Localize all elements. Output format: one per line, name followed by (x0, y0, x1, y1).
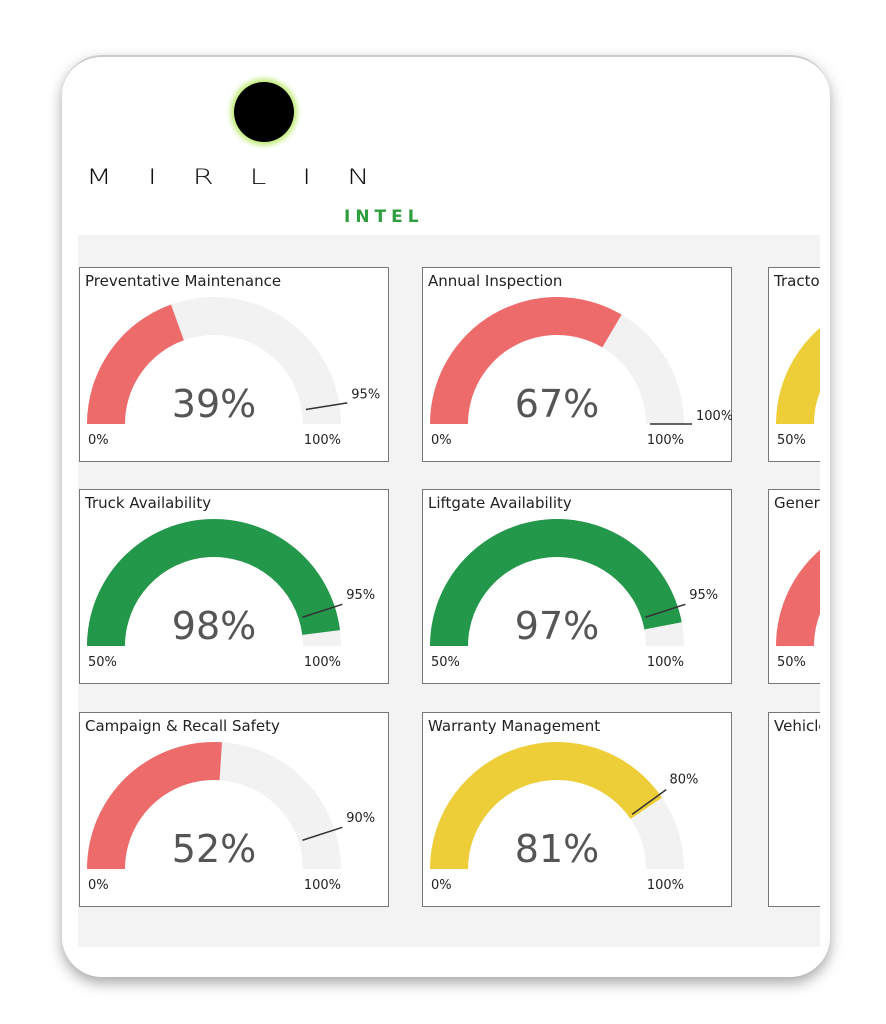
target-line (645, 603, 686, 618)
gauge-value: 67% (515, 382, 599, 426)
gauge-arc-partial (776, 327, 820, 424)
gauge-card: Campaign & Recall Safety 52% 90% 0% 100% (79, 712, 389, 907)
gauge-title: Preventative Maintenance (85, 272, 281, 290)
target-line (305, 402, 348, 411)
gauge-card: Truck Availability 98% 95% 50% 100% (79, 489, 389, 684)
gauge-title: Truck Availability (84, 494, 211, 512)
gauge-value: 98% (172, 604, 256, 648)
dashboard: MIRLIN INTEL Preventative Maintenance 39%… (62, 55, 830, 977)
axis-label: 50% (88, 655, 117, 670)
gauge-arc (430, 297, 622, 424)
logo-tagline: INTEL (344, 207, 424, 227)
axis-label: 100% (647, 433, 684, 448)
logo-mark (234, 82, 294, 142)
gauge-title: Gener (774, 494, 820, 512)
logo-name: MIRLIN (86, 165, 406, 190)
gauge-card: Liftgate Availability 97% 95% 50% 100% (422, 489, 732, 684)
gauge-title: Tracto (773, 272, 820, 290)
axis-label: 0% (88, 433, 109, 448)
gauge-title: Warranty Management (428, 717, 600, 735)
gauge-card: Tracto 50% (768, 267, 820, 462)
gauge-title: Campaign & Recall Safety (85, 717, 280, 735)
gauge-arc (430, 518, 682, 646)
gauge-title: Liftgate Availability (428, 494, 572, 512)
gauge-value: 97% (515, 604, 599, 648)
gauge-card: Annual Inspection 67% 100% 0% 100% (422, 267, 732, 462)
gauge-panel: Preventative Maintenance 39% 95% 0% 100% Annu… (78, 235, 820, 947)
gauge-arc (430, 742, 663, 869)
axis-label: 50% (777, 433, 806, 448)
gauge-card: Warranty Management 81% 80% 0% 100% (422, 712, 732, 907)
target-label: 90% (346, 811, 375, 826)
gauge-value: 39% (172, 382, 256, 426)
target-label: 100% (696, 409, 732, 424)
axis-label: 100% (304, 655, 341, 670)
card-border (768, 712, 820, 907)
target-line (302, 603, 343, 618)
axis-label: 100% (304, 878, 341, 893)
gauge-arc (87, 518, 340, 646)
axis-label: 0% (431, 878, 452, 893)
axis-label: 0% (431, 433, 452, 448)
target-label: 95% (346, 588, 375, 603)
axis-label: 100% (304, 433, 341, 448)
gauge-card: Preventative Maintenance 39% 95% 0% 100% (79, 267, 389, 462)
axis-label: 0% (88, 878, 109, 893)
axis-label: 50% (777, 655, 806, 670)
target-line (631, 789, 667, 815)
gauge-title: Vehicle (774, 717, 820, 735)
gauge-title: Annual Inspection (428, 272, 562, 290)
target-line (302, 826, 343, 841)
target-label: 95% (351, 387, 380, 402)
gauge-arc (87, 304, 184, 424)
axis-label: 100% (647, 878, 684, 893)
target-label: 95% (689, 588, 718, 603)
gauge-value: 52% (172, 827, 256, 871)
gauge-card: Gener 50% (768, 489, 820, 684)
gauge-arc (87, 742, 222, 869)
axis-label: 50% (431, 655, 460, 670)
axis-label: 100% (647, 655, 684, 670)
gauge-card: Vehicle (768, 712, 820, 907)
gauge-arc-partial (776, 549, 820, 646)
target-label: 80% (669, 772, 698, 787)
gauge-value: 81% (515, 827, 599, 871)
